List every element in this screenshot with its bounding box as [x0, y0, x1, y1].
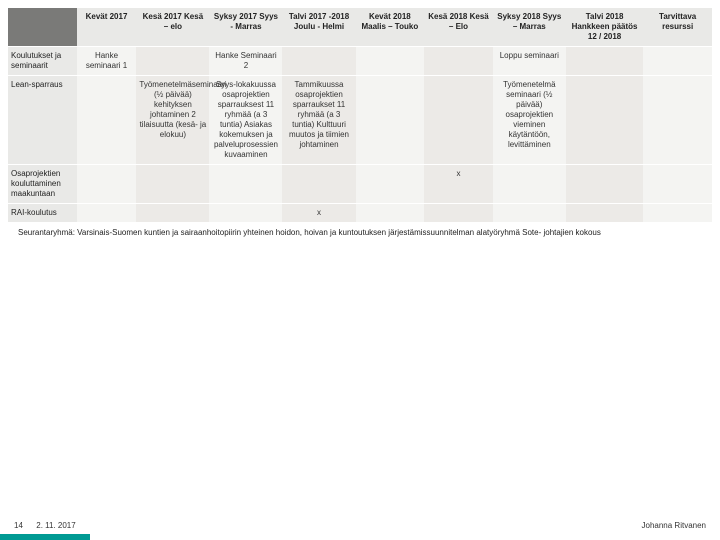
row-header: Koulutukset ja seminaarit	[8, 47, 77, 76]
column-header: Kesä 2018 Kesä – Elo	[424, 8, 493, 47]
table-cell	[566, 204, 643, 223]
table-cell	[136, 204, 209, 223]
table-cell	[424, 204, 493, 223]
table-cell	[643, 204, 712, 223]
table-cell	[493, 165, 566, 204]
table-cell	[643, 76, 712, 165]
row-header: RAI-koulutus	[8, 204, 77, 223]
table-row: Osaprojektien kouluttaminen maakuntaan x	[8, 165, 712, 204]
table-cell	[77, 165, 137, 204]
column-header: Kesä 2017 Kesä – elo	[136, 8, 209, 47]
table-cell	[77, 204, 137, 223]
table-cell	[77, 76, 137, 165]
table-cell	[356, 204, 425, 223]
column-header: Talvi 2017 -2018 Joulu - Helmi	[282, 8, 355, 47]
table-cell: Tammikuussa osaprojektien sparraukset 11…	[282, 76, 355, 165]
header-corner	[8, 8, 77, 47]
table-cell: Työmenetelmä seminaari (½ päivää) osapro…	[493, 76, 566, 165]
schedule-table-container: Kevät 2017Kesä 2017 Kesä – eloSyksy 2017…	[0, 0, 720, 237]
schedule-table: Kevät 2017Kesä 2017 Kesä – eloSyksy 2017…	[8, 8, 712, 222]
table-cell: Hanke seminaari 1	[77, 47, 137, 76]
table-cell: Loppu seminaari	[493, 47, 566, 76]
row-header: Lean-sparraus	[8, 76, 77, 165]
table-cell: Hanke Seminaari 2	[209, 47, 282, 76]
table-cell: x	[282, 204, 355, 223]
slide-footer: 14 2. 11. 2017 Johanna Ritvanen	[0, 521, 720, 530]
table-cell	[566, 76, 643, 165]
accent-bar	[0, 534, 90, 540]
table-cell	[643, 47, 712, 76]
footnote-text: Seurantaryhmä: Varsinais-Suomen kuntien …	[8, 222, 712, 237]
table-row: Lean-sparraus Työmenetelmäseminaari (½ pä…	[8, 76, 712, 165]
table-cell	[209, 165, 282, 204]
table-cell	[282, 165, 355, 204]
table-cell	[424, 47, 493, 76]
table-cell	[209, 204, 282, 223]
table-row: Koulutukset ja seminaaritHanke seminaari…	[8, 47, 712, 76]
table-cell	[643, 165, 712, 204]
table-cell	[424, 76, 493, 165]
table-cell	[566, 47, 643, 76]
table-cell	[493, 204, 566, 223]
column-header: Tarvittava resurssi	[643, 8, 712, 47]
footer-date: 2. 11. 2017	[36, 521, 75, 530]
column-header: Kevät 2018 Maalis – Touko	[356, 8, 425, 47]
table-cell	[356, 47, 425, 76]
column-header: Kevät 2017	[77, 8, 137, 47]
table-cell	[282, 47, 355, 76]
table-cell: x	[424, 165, 493, 204]
table-cell	[356, 165, 425, 204]
table-cell: Työmenetelmäseminaari (½ päivää) kehityk…	[136, 76, 209, 165]
table-row: RAI-koulutus x	[8, 204, 712, 223]
table-cell	[566, 165, 643, 204]
table-header-row: Kevät 2017Kesä 2017 Kesä – eloSyksy 2017…	[8, 8, 712, 47]
column-header: Talvi 2018 Hankkeen päätös 12 / 2018	[566, 8, 643, 47]
column-header: Syksy 2017 Syys - Marras	[209, 8, 282, 47]
table-cell	[356, 76, 425, 165]
page-number: 14	[14, 521, 23, 530]
footer-author: Johanna Ritvanen	[642, 521, 707, 530]
table-cell	[136, 47, 209, 76]
row-header: Osaprojektien kouluttaminen maakuntaan	[8, 165, 77, 204]
table-cell	[136, 165, 209, 204]
column-header: Syksy 2018 Syys – Marras	[493, 8, 566, 47]
table-cell: Syys-lokakuussa osaprojektien sparraukse…	[209, 76, 282, 165]
